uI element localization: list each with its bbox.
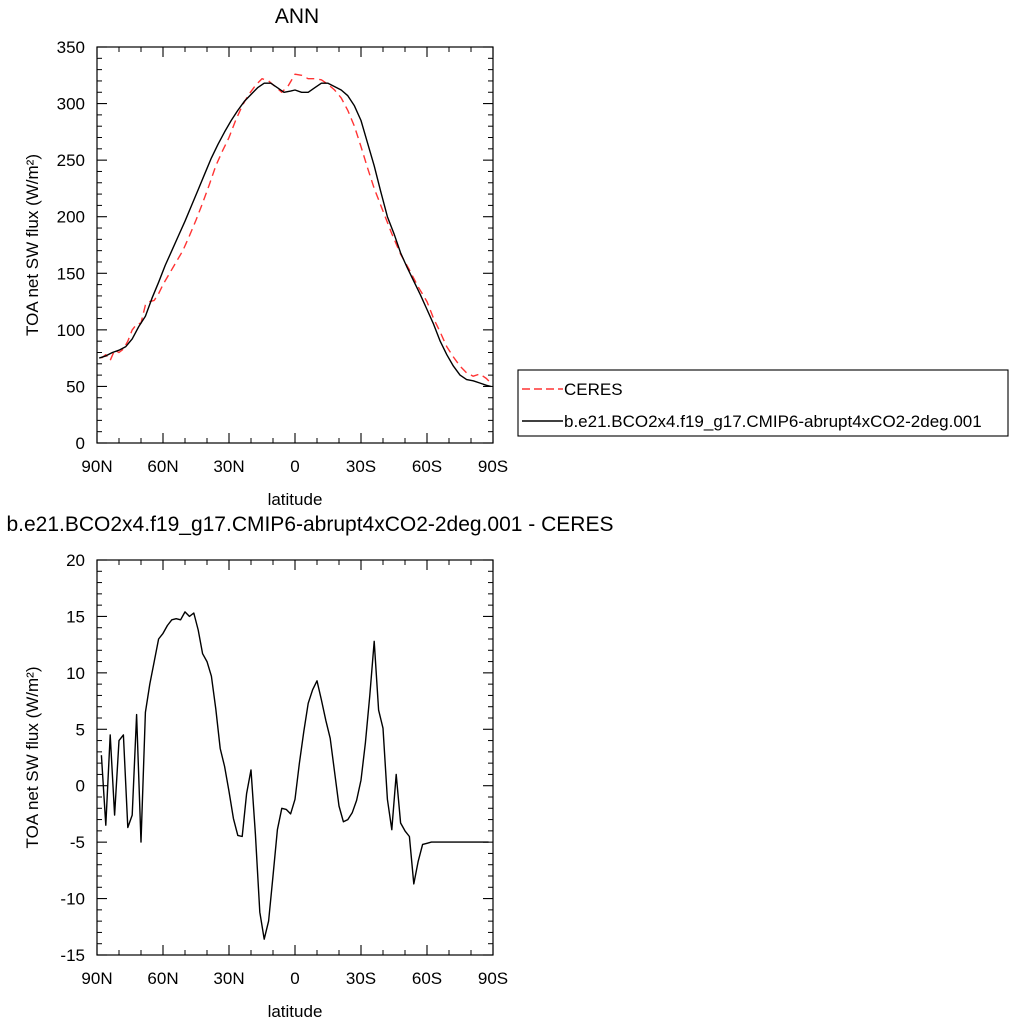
x-tick-label: 90S [478,969,508,988]
x-tick-label: 60S [412,969,442,988]
x-tick-label: 30N [213,969,244,988]
legend-label: b.e21.BCO2x4.f19_g17.CMIP6-abrupt4xCO2-2… [564,412,982,431]
y-tick-label: -15 [60,946,85,965]
legend-box [517,369,1009,437]
legend: CERES b.e21.BCO2x4.f19_g17.CMIP6-abrupt4x… [517,369,1009,437]
y-axis-label: TOA net SW flux (W/m²) [23,667,42,849]
legend-label: CERES [564,380,623,399]
y-tick-label: 350 [57,38,85,57]
x-tick-label: 60N [147,457,178,476]
x-tick-label: 90N [81,969,112,988]
chart-title: b.e21.BCO2x4.f19_g17.CMIP6-abrupt4xCO2-2… [6,513,613,536]
y-tick-label: 50 [66,377,85,396]
bottom-panel-chart: b.e21.BCO2x4.f19_g17.CMIP6-abrupt4xCO2-2… [6,513,613,1021]
x-axis-label: latitude [268,490,323,509]
y-tick-label: 0 [76,434,85,453]
x-axis-label: latitude [268,1002,323,1021]
series-line-ceres [100,73,492,384]
y-tick-label: 300 [57,95,85,114]
x-tick-label: 30N [213,457,244,476]
y-tick-label: -10 [60,890,85,909]
plot-frame [96,559,494,956]
y-tick-label: 100 [57,321,85,340]
x-tick-label: 30S [346,969,376,988]
series-line-model [100,611,489,940]
x-tick-label: 90N [81,457,112,476]
y-tick-label: 150 [57,264,85,283]
y-tick-label: 250 [57,151,85,170]
y-tick-label: 20 [66,551,85,570]
chart-title: ANN [275,5,319,28]
y-tick-label: -5 [70,833,85,852]
series-line-model [98,82,491,388]
y-axis-label: TOA net SW flux (W/m²) [23,154,42,336]
y-tick-label: 5 [76,720,85,739]
y-tick-label: 0 [76,777,85,796]
y-tick-label: 10 [66,664,85,683]
x-tick-label: 90S [478,457,508,476]
y-tick-label: 200 [57,208,85,227]
x-tick-label: 60N [147,969,178,988]
y-tick-label: 15 [66,607,85,626]
x-tick-label: 30S [346,457,376,476]
x-tick-label: 0 [290,457,299,476]
x-tick-label: 60S [412,457,442,476]
x-tick-label: 0 [290,969,299,988]
plot-frame [96,46,494,444]
top-panel-chart: ANN 90N 60N 30N 0 30S 60S 90S 0 50 100 150 200 250 300… [23,5,508,509]
